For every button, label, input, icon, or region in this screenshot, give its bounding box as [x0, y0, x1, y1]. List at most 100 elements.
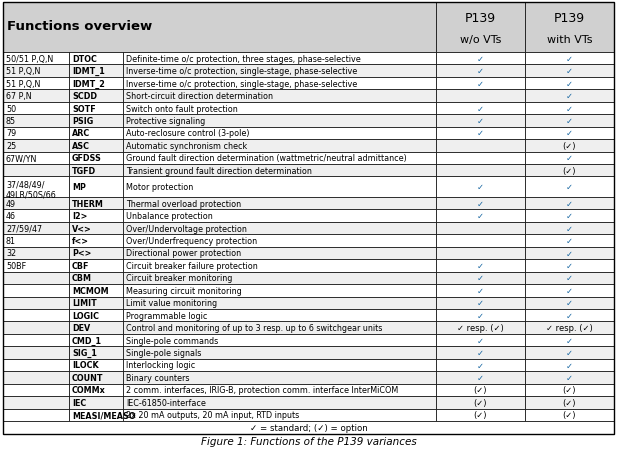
Text: ✓: ✓	[566, 55, 573, 64]
Text: Ground fault direction determination (wattmetric/neutral admittance): Ground fault direction determination (wa…	[126, 154, 407, 163]
Bar	[3, 198, 69, 210]
Text: Interlocking logic: Interlocking logic	[126, 361, 195, 370]
Bar	[436, 3, 525, 53]
Bar	[69, 210, 123, 222]
Text: (✓): (✓)	[473, 398, 487, 407]
Text: (✓): (✓)	[473, 410, 487, 419]
Text: 50: 50	[6, 104, 16, 113]
Text: Auto-reclosure control (3-pole): Auto-reclosure control (3-pole)	[126, 129, 249, 138]
Bar	[69, 309, 123, 322]
Bar	[3, 334, 69, 346]
Text: ✓: ✓	[477, 311, 484, 320]
Text: TGFD: TGFD	[72, 166, 96, 175]
Text: Limit value monitoring: Limit value monitoring	[126, 299, 217, 308]
Bar	[436, 285, 525, 297]
Text: ✓: ✓	[566, 299, 573, 308]
Bar	[436, 177, 525, 198]
Text: ✓: ✓	[566, 104, 573, 113]
Bar	[525, 260, 614, 272]
Text: 2x 20 mA outputs, 20 mA input, RTD inputs: 2x 20 mA outputs, 20 mA input, RTD input…	[126, 410, 299, 419]
Bar	[436, 334, 525, 346]
Text: ✓: ✓	[566, 92, 573, 101]
Bar	[525, 127, 614, 140]
Bar	[3, 359, 69, 371]
Bar	[123, 346, 436, 359]
Text: Switch onto fault protection: Switch onto fault protection	[126, 104, 238, 113]
Text: w/o VTs: w/o VTs	[460, 35, 501, 45]
Bar	[436, 322, 525, 334]
Bar	[3, 272, 69, 285]
Text: MEASI/MEASO: MEASI/MEASO	[72, 410, 136, 419]
Bar	[3, 222, 69, 235]
Bar	[3, 285, 69, 297]
Bar	[123, 260, 436, 272]
Text: ✓: ✓	[566, 67, 573, 76]
Bar	[69, 334, 123, 346]
Bar	[69, 247, 123, 260]
Bar	[525, 247, 614, 260]
Text: ✓: ✓	[477, 361, 484, 370]
Bar	[436, 384, 525, 396]
Bar	[69, 409, 123, 421]
Bar	[3, 260, 69, 272]
Text: f<>: f<>	[72, 236, 89, 245]
Text: Over/Underfrequency protection: Over/Underfrequency protection	[126, 236, 257, 245]
Bar	[69, 177, 123, 198]
Text: Short-circuit direction determination: Short-circuit direction determination	[126, 92, 273, 101]
Text: Single-pole commands: Single-pole commands	[126, 336, 218, 345]
Bar	[525, 222, 614, 235]
Bar	[436, 140, 525, 152]
Bar	[69, 384, 123, 396]
Text: ✓: ✓	[566, 154, 573, 163]
Text: ✓: ✓	[477, 262, 484, 270]
Bar	[3, 210, 69, 222]
Bar	[3, 396, 69, 409]
Bar	[525, 334, 614, 346]
Bar	[3, 127, 69, 140]
Bar	[123, 396, 436, 409]
Text: 32: 32	[6, 249, 16, 258]
Bar	[436, 309, 525, 322]
Text: ✓: ✓	[566, 199, 573, 208]
Bar	[123, 127, 436, 140]
Bar	[69, 53, 123, 65]
Text: Transient ground fault direction determination: Transient ground fault direction determi…	[126, 166, 312, 175]
Text: ✓: ✓	[477, 373, 484, 382]
Bar	[525, 53, 614, 65]
Text: ✓: ✓	[566, 236, 573, 245]
Bar	[123, 285, 436, 297]
Bar	[3, 90, 69, 102]
Text: Directional power protection: Directional power protection	[126, 249, 241, 258]
Text: 67W/YN: 67W/YN	[6, 154, 38, 163]
Bar	[69, 359, 123, 371]
Bar	[525, 102, 614, 115]
Bar	[525, 165, 614, 177]
Bar	[525, 90, 614, 102]
Text: ASC: ASC	[72, 142, 90, 151]
Text: ✓: ✓	[477, 55, 484, 64]
Text: Figure 1: Functions of the P139 variances: Figure 1: Functions of the P139 variance…	[201, 436, 416, 446]
Text: 50BF: 50BF	[6, 262, 26, 270]
Text: Measuring circuit monitoring: Measuring circuit monitoring	[126, 286, 241, 295]
Bar	[525, 371, 614, 384]
Text: ✓: ✓	[477, 67, 484, 76]
Bar	[69, 371, 123, 384]
Text: ✓: ✓	[566, 336, 573, 345]
Bar	[3, 346, 69, 359]
Bar	[525, 65, 614, 78]
Bar	[123, 115, 436, 127]
Bar	[3, 409, 69, 421]
Bar	[3, 371, 69, 384]
Bar	[69, 152, 123, 165]
Text: P139: P139	[465, 13, 495, 25]
Text: ARC: ARC	[72, 129, 90, 138]
Text: Circuit breaker monitoring: Circuit breaker monitoring	[126, 274, 232, 283]
Text: Over/Undervoltage protection: Over/Undervoltage protection	[126, 224, 247, 233]
Text: 46: 46	[6, 212, 16, 221]
Text: LOGIC: LOGIC	[72, 311, 99, 320]
Text: SIG_1: SIG_1	[72, 348, 97, 357]
Text: ✓ resp. (✓): ✓ resp. (✓)	[457, 323, 503, 332]
Text: (✓): (✓)	[563, 410, 576, 419]
Text: ✓: ✓	[477, 336, 484, 345]
Text: Circuit breaker failure protection: Circuit breaker failure protection	[126, 262, 257, 270]
